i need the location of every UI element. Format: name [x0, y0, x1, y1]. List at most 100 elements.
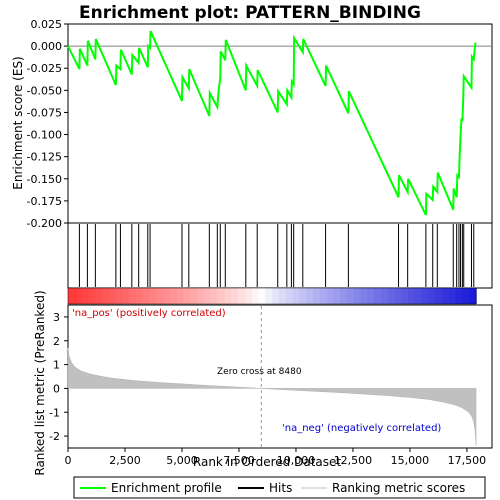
- color-bar-segment: [394, 288, 402, 304]
- ranking-x-tick-label: 12,500: [334, 454, 373, 467]
- color-bar-segment: [435, 288, 443, 304]
- ranking-x-tick-label: 2,500: [109, 454, 141, 467]
- color-bar-segment: [360, 288, 368, 304]
- ranking-x-axis: 0 2,500 5,000 7,500 10,000 12,500 15,000 17,500: [65, 448, 487, 467]
- color-bar-segment: [319, 288, 328, 304]
- enrichment-y-tick-label: -0.025: [27, 62, 62, 75]
- color-bar-segment: [387, 288, 396, 304]
- color-bar-segment: [414, 288, 423, 304]
- color-bar-segment: [285, 288, 294, 304]
- color-bar-segment: [428, 288, 436, 304]
- color-bar-segment: [115, 288, 124, 304]
- legend-ranking-label: Ranking metric scores: [332, 481, 465, 495]
- color-bar-segment: [353, 288, 362, 304]
- color-bar-segment: [88, 288, 96, 304]
- enrichment-profile-line: [67, 30, 477, 216]
- ranking-y-tick-label: 0: [53, 382, 60, 395]
- color-bar-segment: [326, 288, 334, 304]
- color-bar-segment: [217, 288, 226, 304]
- color-bar-segment: [197, 288, 205, 304]
- hit-markers: [78, 224, 475, 287]
- ranking-y-tick-label: -1: [49, 406, 60, 419]
- color-bar-segment: [421, 288, 430, 304]
- color-bar-segment: [272, 288, 280, 304]
- color-bar-segment: [333, 288, 341, 304]
- ranking-y-tick-label: 3: [53, 311, 60, 324]
- enrichment-y-tick-label: -0.175: [27, 195, 62, 208]
- enrichment-y-axis-label: Enrichment score (ES): [11, 56, 25, 189]
- color-bar-segment: [95, 288, 103, 304]
- ranking-x-tick-label: 5,000: [166, 454, 198, 467]
- hits-panel: [67, 222, 493, 289]
- ranking-x-axis-label: Rank in Ordered Dataset: [193, 455, 341, 469]
- color-bar-segment: [340, 288, 348, 304]
- color-bar-segment: [251, 288, 260, 304]
- enrichment-y-tick-label: -0.100: [27, 129, 62, 142]
- enrichment-y-tick-label: -0.050: [27, 84, 62, 97]
- color-bar-segment: [312, 288, 321, 304]
- color-bar-segment: [299, 288, 307, 304]
- color-bar-segment: [183, 288, 192, 304]
- ranking-y-axis: 3 2 1 0 -1 -2: [49, 311, 68, 443]
- color-bar-segment: [176, 288, 185, 304]
- ranking-x-tick-label: 10,000: [277, 454, 316, 467]
- ranking-panel: 3 2 1 0 -1 -2 0 2,500 5,000 7,500 10,000 12,500 15,…: [33, 290, 493, 476]
- color-bar-segment: [292, 288, 300, 304]
- color-bar-segment: [68, 288, 76, 304]
- color-bar-segment: [367, 288, 375, 304]
- color-bar-segment: [102, 288, 110, 304]
- zero-cross-label: Zero cross at 8480: [217, 367, 302, 377]
- color-bar-segment: [204, 288, 212, 304]
- color-bar-segment: [306, 288, 314, 304]
- legend-enrichment-label: Enrichment profile: [111, 481, 222, 495]
- enrichment-y-tick-label: -0.125: [27, 151, 62, 164]
- ranking-metric-area: [67, 347, 477, 446]
- chart-title: Enrichment plot: PATTERN_BINDING: [79, 3, 421, 23]
- color-bar-segment: [163, 288, 171, 304]
- color-bar-segment: [401, 288, 409, 304]
- ranking-x-tick-label: 7,500: [223, 454, 255, 467]
- color-bar-segment: [129, 288, 137, 304]
- enrichment-panel: 0.025 0.000 -0.025 -0.050 -0.075 -0.100 -0.125…: [11, 18, 493, 230]
- ranking-y-axis-label: Ranked list metric (PreRanked): [33, 290, 47, 475]
- enrichment-y-tick-label: -0.150: [27, 173, 62, 186]
- color-bar-segment: [108, 288, 117, 304]
- ranking-y-tick-label: 2: [53, 335, 60, 348]
- color-bar-segment: [190, 288, 198, 304]
- color-bar-segment: [224, 288, 232, 304]
- legend: Enrichment profile Hits Ranking metric s…: [73, 476, 486, 499]
- color-bar-segment: [346, 288, 355, 304]
- legend-frame: [73, 476, 486, 499]
- legend-hits-label: Hits: [269, 481, 292, 495]
- color-bar-segment: [210, 288, 219, 304]
- negative-correlation-label: 'na_neg' (negatively correlated): [282, 423, 441, 434]
- color-bar-segment: [231, 288, 239, 304]
- enrichment-y-tick-label: -0.200: [27, 217, 62, 230]
- color-bar-segment: [408, 288, 416, 304]
- color-bar-frame: [67, 287, 477, 305]
- positive-correlation-label: 'na_pos' (positively correlated): [72, 308, 226, 319]
- enrichment-y-tick-label: 0.000: [31, 40, 63, 53]
- enrichment-y-axis: 0.025 0.000 -0.025 -0.050 -0.075 -0.100 -0.125…: [27, 18, 68, 230]
- ranking-x-tick-label: 15,000: [391, 454, 430, 467]
- enrichment-y-tick-label: -0.075: [27, 106, 62, 119]
- color-bar-segment: [238, 288, 246, 304]
- color-bar-segment: [149, 288, 158, 304]
- color-bar-segment: [74, 288, 83, 304]
- color-bar-segment: [244, 288, 253, 304]
- color-bar-segment: [380, 288, 389, 304]
- ranking-x-tick-label: 0: [65, 454, 72, 467]
- color-bar-segment: [258, 288, 266, 304]
- color-bar-segment: [142, 288, 151, 304]
- color-bar-segment: [442, 288, 450, 304]
- color-bar-segment: [265, 288, 273, 304]
- ranking-y-tick-label: 1: [53, 359, 60, 372]
- color-bar-segment: [278, 288, 287, 304]
- color-bar-segment: [469, 288, 477, 304]
- ranking-x-tick-label: 17,500: [448, 454, 487, 467]
- color-bar-segment: [170, 288, 178, 304]
- color-bar-segment: [156, 288, 164, 304]
- color-bar-segment: [122, 288, 130, 304]
- enrichment-y-tick-label: 0.025: [31, 18, 63, 31]
- color-bar-segment: [374, 288, 382, 304]
